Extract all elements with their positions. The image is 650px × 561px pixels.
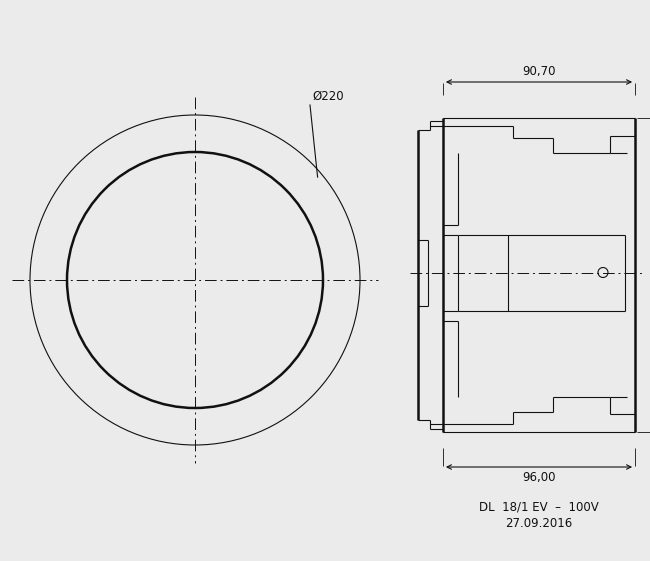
Text: 27.09.2016: 27.09.2016: [506, 517, 573, 530]
Text: 90,70: 90,70: [522, 65, 556, 78]
Text: DL  18/1 EV  –  100V: DL 18/1 EV – 100V: [479, 500, 599, 513]
Text: Ø220: Ø220: [312, 90, 344, 103]
Text: 96,00: 96,00: [522, 471, 556, 484]
